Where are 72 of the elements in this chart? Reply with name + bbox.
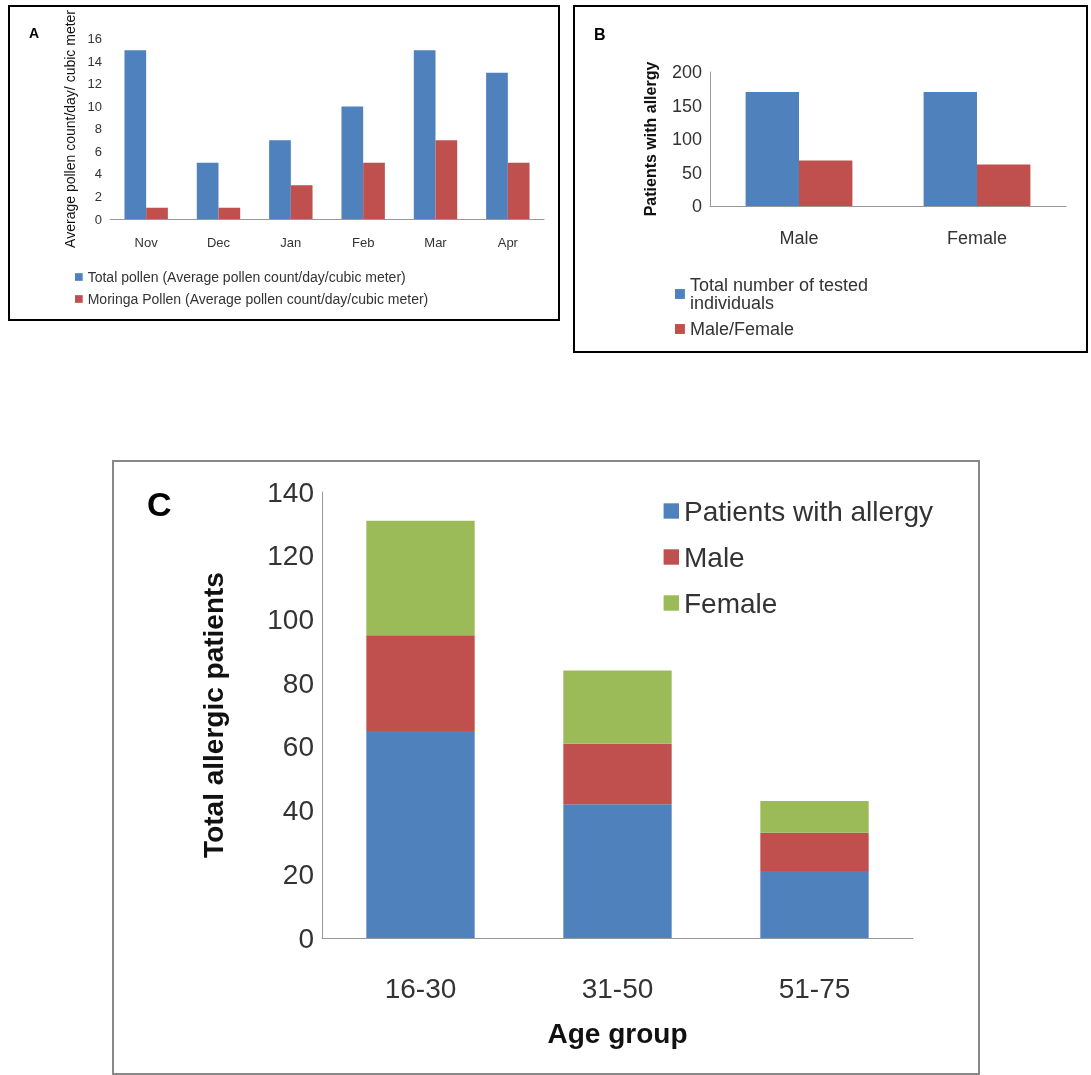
x-tick-label: Female xyxy=(946,228,1008,249)
bar xyxy=(413,50,436,219)
chart-title: B xyxy=(594,25,606,43)
bar xyxy=(977,164,1031,206)
x-tick-label: Dec xyxy=(206,234,231,250)
y-tick-label: 12 xyxy=(87,76,102,92)
bar xyxy=(218,207,241,219)
y-tick-label: 16 xyxy=(87,31,102,47)
y-tick-label: 50 xyxy=(681,162,702,183)
bar xyxy=(760,832,869,872)
x-axis-title: Age group xyxy=(547,1017,688,1049)
y-tick-label: 150 xyxy=(671,95,702,116)
y-tick-label: 120 xyxy=(267,540,314,572)
y-tick-label: 2 xyxy=(94,188,102,204)
y-tick-label: 40 xyxy=(282,795,314,827)
bar xyxy=(146,207,168,219)
y-tick-label: 8 xyxy=(94,121,102,137)
x-tick-label: Nov xyxy=(134,234,159,250)
bar xyxy=(745,92,799,206)
y-tick-label: 100 xyxy=(267,603,314,635)
y-tick-label: 4 xyxy=(94,166,102,182)
legend-label: Moringa Pollen (Average pollen count/day/cubic meter) xyxy=(87,291,429,307)
y-tick-label: 200 xyxy=(671,62,702,82)
x-tick-label: 16-30 xyxy=(384,972,457,1004)
bar xyxy=(196,162,219,219)
legend-label: Total number of tested individuals xyxy=(689,275,874,313)
y-tick-label: 6 xyxy=(94,143,102,159)
y-tick-label: 100 xyxy=(671,129,702,149)
bar xyxy=(923,92,977,206)
y-axis-title: Total allergic patients xyxy=(197,572,229,858)
bar xyxy=(563,743,672,805)
x-tick-label: Feb xyxy=(351,234,375,250)
y-tick-label: 14 xyxy=(87,53,102,69)
y-axis-title: Patients with allergy xyxy=(641,61,659,217)
bar xyxy=(290,185,313,219)
x-tick-label: 51-75 xyxy=(778,972,851,1004)
bar xyxy=(363,162,385,219)
legend-label: Patients with allergy xyxy=(683,495,934,527)
y-tick-label: 0 xyxy=(94,211,102,227)
x-tick-label: Jan xyxy=(280,234,302,250)
y-tick-label: 10 xyxy=(87,98,102,114)
bar xyxy=(366,730,475,938)
bar xyxy=(760,801,869,833)
legend-label: Male/Female xyxy=(689,319,794,339)
bar xyxy=(269,140,291,219)
legend-label: Female xyxy=(683,587,778,619)
bar xyxy=(366,520,475,636)
x-tick-label: Apr xyxy=(497,234,519,250)
bar xyxy=(799,160,853,206)
bar xyxy=(341,106,364,219)
bar xyxy=(507,162,530,219)
y-tick-label: 0 xyxy=(691,196,702,216)
legend-label: Male xyxy=(683,541,745,573)
y-tick-label: 80 xyxy=(282,667,314,699)
y-tick-label: 0 xyxy=(298,922,314,954)
legend-label: Total pollen (Average pollen count/day/cubic meter) xyxy=(87,269,406,285)
y-tick-label: 60 xyxy=(282,731,314,763)
bar xyxy=(760,871,869,938)
chart-title: C xyxy=(147,485,172,523)
bar xyxy=(124,50,147,219)
x-tick-label: Mar xyxy=(424,234,448,250)
y-axis-title: Average pollen count/day/ cubic meter xyxy=(61,9,78,248)
bar xyxy=(435,140,458,219)
bar xyxy=(563,670,672,744)
x-tick-label: Male xyxy=(779,228,819,249)
y-tick-label: 20 xyxy=(282,858,314,890)
bar xyxy=(563,804,672,938)
x-tick-label: 31-50 xyxy=(581,972,654,1004)
chart-title: A xyxy=(29,25,40,41)
bar xyxy=(366,635,475,731)
bar xyxy=(486,72,508,219)
y-tick-label: 140 xyxy=(267,476,314,508)
